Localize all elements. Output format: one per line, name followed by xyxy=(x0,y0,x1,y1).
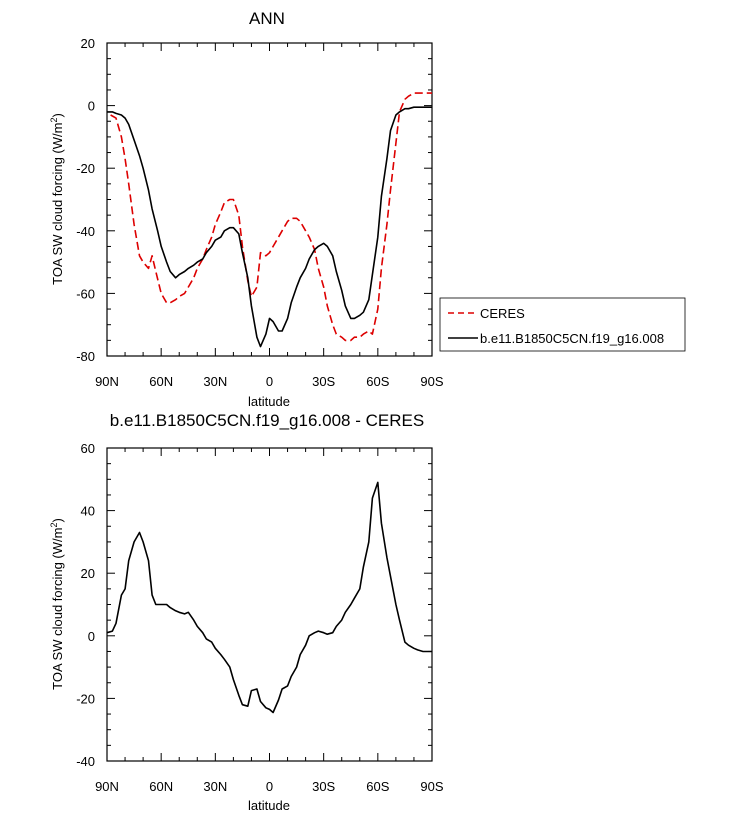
top-ytick-label: 0 xyxy=(88,99,95,114)
top-series-line-ceres xyxy=(110,92,432,342)
bottom-xtick-label: 30N xyxy=(203,779,227,794)
legend: CERES b.e11.B1850C5CN.f19_g16.008 xyxy=(439,297,686,352)
top-ytick-label: -20 xyxy=(76,161,95,176)
top-ytick-label: -80 xyxy=(76,349,95,364)
bottom-xtick-label: 90N xyxy=(95,779,119,794)
bottom-ytick-label: -40 xyxy=(76,754,95,769)
bottom-xtick-label: 30S xyxy=(312,779,335,794)
bottom-chart-xlabel: latitude xyxy=(248,798,290,813)
top-xtick-label: 60N xyxy=(149,374,173,389)
bottom-chart-ticks: -40 -20 0 20 40 60 90N 60N 30N 0 30S 60S 90S xyxy=(76,441,444,794)
bottom-ytick-label: 0 xyxy=(88,629,95,644)
top-chart-xlabel: latitude xyxy=(248,394,290,409)
legend-box xyxy=(439,297,686,352)
top-xtick-label: 30N xyxy=(203,374,227,389)
bottom-chart-series xyxy=(106,481,432,714)
top-xtick-label: 0 xyxy=(266,374,273,389)
bottom-ytick-label: 20 xyxy=(81,566,95,581)
bottom-chart-ylabel-superscript: 2 xyxy=(49,523,59,528)
legend-model-label: b.e11.B1850C5CN.f19_g16.008 xyxy=(480,331,664,346)
top-series-line-b-e11-b1850c5cn-f19-g16-008 xyxy=(107,106,432,348)
bottom-chart-ylabel-close: ) xyxy=(50,518,65,522)
bottom-ytick-label: -20 xyxy=(76,691,95,706)
bottom-chart-title: b.e11.B1850C5CN.f19_g16.008 - CERES xyxy=(110,411,424,430)
bottom-ytick-label: 60 xyxy=(81,441,95,456)
bottom-xtick-label: 0 xyxy=(266,779,273,794)
bottom-chart-ylabel: TOA SW cloud forcing (W/m2) xyxy=(49,518,65,690)
top-ytick-label: -60 xyxy=(76,286,95,301)
top-chart-title: ANN xyxy=(249,9,285,28)
bottom-xtick-label: 90S xyxy=(420,779,443,794)
top-chart-ylabel-main: TOA SW cloud forcing (W/m xyxy=(50,123,65,285)
top-xtick-label: 60S xyxy=(366,374,389,389)
bottom-series-line-difference xyxy=(106,481,432,714)
bottom-xtick-label: 60N xyxy=(149,779,173,794)
top-chart-ticks: -80 -60 -40 -20 0 20 90N 60N 30N 0 30S 60S 90S xyxy=(76,36,444,389)
top-xtick-label: 30S xyxy=(312,374,335,389)
top-ytick-label: -40 xyxy=(76,224,95,239)
top-chart-plot-frame xyxy=(106,42,433,357)
legend-ceres-label: CERES xyxy=(480,306,525,321)
top-xtick-label: 90N xyxy=(95,374,119,389)
top-chart-series xyxy=(107,92,432,348)
top-chart: ANN -80 -60 -40 -20 0 20 90N 60N 30N 0 30S 60S 90S l… xyxy=(49,9,686,409)
top-chart-ylabel-superscript: 2 xyxy=(49,118,59,123)
top-chart-ylabel-close: ) xyxy=(50,113,65,117)
top-xtick-label: 90S xyxy=(420,374,443,389)
top-ytick-label: 20 xyxy=(81,36,95,51)
bottom-chart-ylabel-main: TOA SW cloud forcing (W/m xyxy=(50,528,65,690)
bottom-xtick-label: 60S xyxy=(366,779,389,794)
bottom-chart: b.e11.B1850C5CN.f19_g16.008 - CERES -40-… xyxy=(49,411,444,813)
bottom-ytick-label: 40 xyxy=(81,504,95,519)
top-chart-ylabel: TOA SW cloud forcing (W/m2) xyxy=(49,113,65,285)
